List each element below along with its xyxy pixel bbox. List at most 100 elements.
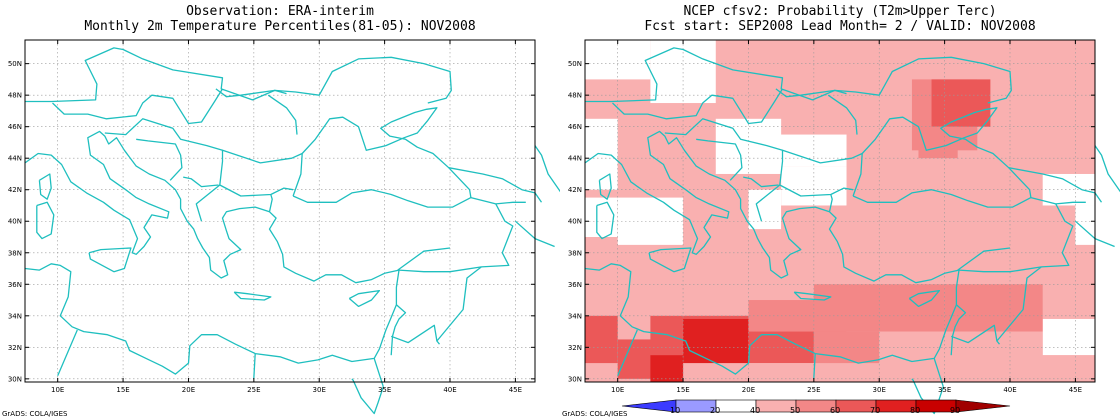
coastline — [351, 378, 384, 415]
lat-label: 36N — [8, 281, 22, 289]
probability-cell — [1042, 355, 1095, 379]
lon-label: 15E — [116, 386, 129, 394]
colorbar — [621, 399, 1011, 413]
colorbar-label: 40 — [750, 406, 761, 415]
probability-cell — [1042, 318, 1095, 356]
coastline — [585, 47, 1012, 104]
lon-label: 30E — [873, 386, 886, 394]
right-map: 50N 48N 46N 44N 42N 40N 38N 36N 34N 32N 30N 10E 15E… — [568, 39, 1120, 415]
coastline — [782, 149, 863, 164]
probability-cell — [748, 189, 782, 230]
probability-cell — [585, 315, 618, 364]
coastline — [958, 203, 1074, 273]
coastline — [950, 304, 967, 356]
lat-label: 38N — [8, 249, 22, 257]
lat-label: 40N — [568, 218, 582, 226]
lon-label: 40E — [1003, 386, 1016, 394]
coastline — [397, 247, 451, 271]
lat-label: 48N — [568, 92, 582, 100]
colorbar-label: 90 — [950, 406, 961, 415]
coastline — [136, 138, 183, 181]
lon-label: 45E — [1069, 386, 1082, 394]
colorbar-segment — [955, 399, 1011, 413]
lat-label: 36N — [568, 281, 582, 289]
coastline — [996, 266, 1042, 345]
coastline — [470, 196, 526, 205]
left-lat-axis: 50N 48N 46N 44N 42N 40N 38N 36N 34N 32N 30N — [8, 60, 535, 383]
coastline — [1008, 167, 1103, 203]
left-title-line1: Observation: ERA-interim — [186, 4, 374, 19]
coastline — [24, 130, 400, 375]
lon-label: 25E — [807, 386, 820, 394]
coastline — [390, 304, 407, 356]
coastline — [950, 324, 998, 344]
coastline — [219, 184, 294, 197]
probability-cell — [1042, 173, 1095, 206]
coastline — [436, 266, 482, 345]
coastline — [222, 149, 303, 164]
lat-label: 46N — [568, 123, 582, 131]
right-lat-axis: 50N 48N 46N 44N 42N 40N 38N 36N 34N 32N 30N — [568, 60, 1095, 383]
probability-cells — [585, 40, 1095, 382]
lat-label: 42N — [568, 186, 582, 194]
coastline — [664, 118, 784, 222]
coastline — [598, 173, 612, 200]
lon-label: 35E — [378, 386, 391, 394]
lat-label: 48N — [8, 92, 22, 100]
coastline — [534, 145, 560, 193]
coastline — [25, 47, 452, 104]
probability-cell — [781, 166, 847, 206]
coastline — [348, 289, 381, 308]
probability-cell — [683, 318, 749, 364]
colorbar-label: 50 — [790, 406, 801, 415]
lat-label: 30N — [8, 375, 22, 383]
left-coastlines — [24, 47, 560, 415]
colorbar-label: 70 — [870, 406, 881, 415]
coastline — [52, 88, 224, 125]
coastline — [828, 194, 833, 212]
coastline — [617, 329, 638, 376]
lat-label: 40N — [8, 218, 22, 226]
coastline — [104, 118, 224, 222]
lon-label: 10E — [611, 386, 624, 394]
lat-label: 30N — [568, 375, 582, 383]
coastline — [584, 130, 960, 375]
coastline — [398, 203, 514, 273]
colorbar-label: 10 — [670, 406, 681, 415]
coastline — [36, 201, 55, 240]
coastline — [88, 247, 132, 273]
lat-label: 44N — [568, 155, 582, 163]
colorbar-segment — [621, 399, 677, 413]
probability-cell — [748, 363, 814, 382]
coastline — [292, 107, 472, 208]
coastline — [253, 353, 256, 379]
lat-label: 50N — [568, 60, 582, 68]
coastline — [268, 194, 273, 212]
left-lon-axis: 10E 15E 20E 25E 30E 35E 40E 45E — [51, 40, 522, 394]
right-footer: GrADS: COLA/IGES — [562, 410, 628, 418]
coastline — [852, 107, 1032, 208]
colorbar-label: 80 — [910, 406, 921, 415]
lat-label: 50N — [8, 60, 22, 68]
coastline — [648, 247, 692, 273]
lat-label: 32N — [568, 344, 582, 352]
coastline — [743, 176, 779, 188]
coastline — [908, 289, 941, 308]
probability-cell — [1075, 205, 1095, 245]
coastline — [596, 201, 615, 240]
coastline — [957, 247, 1011, 271]
lon-label: 30E — [313, 386, 326, 394]
lon-label: 35E — [938, 386, 951, 394]
right-gridlines — [585, 40, 1095, 382]
left-title-line2: Monthly 2m Temperature Percentiles(81-05… — [84, 19, 476, 34]
coastline — [1094, 145, 1120, 193]
lat-label: 32N — [8, 344, 22, 352]
coastline — [215, 88, 287, 98]
right-title-line1: NCEP cfsv2: Probability (T2m>Upper Terc) — [683, 4, 997, 19]
coastline — [1030, 196, 1086, 205]
coastline — [696, 138, 743, 181]
lon-label: 15E — [676, 386, 689, 394]
lat-label: 42N — [8, 186, 22, 194]
coastline — [612, 88, 784, 125]
lat-label: 38N — [568, 249, 582, 257]
